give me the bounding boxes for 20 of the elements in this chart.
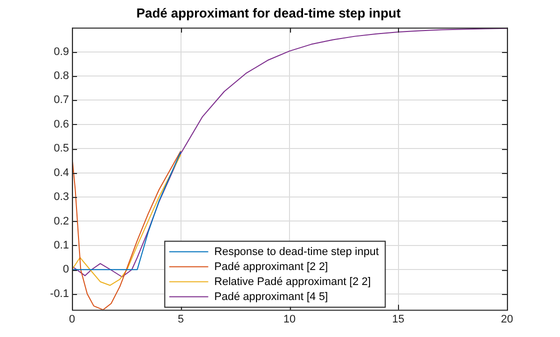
y-tick-label: 0.3 — [54, 191, 69, 204]
x-tick-label: 5 — [178, 313, 184, 326]
y-tick-label: 0.1 — [54, 239, 69, 252]
y-tick-label: 0.2 — [54, 215, 69, 228]
y-tick-label: 0.8 — [54, 70, 69, 82]
y-tick-label: -0.1 — [50, 288, 69, 300]
y-tick-label: 0.4 — [54, 166, 69, 179]
legend-label: Padé approximant [2 2] — [214, 260, 328, 273]
legend-label: Response to dead-time step input — [214, 246, 379, 258]
legend-label: Relative Padé approximant [2 2] — [214, 276, 371, 288]
y-tick-label: 0.5 — [54, 142, 69, 155]
y-tick-label: 0.9 — [54, 46, 69, 58]
y-tick-label: 0.7 — [54, 94, 69, 106]
y-tick-label: 0.6 — [54, 118, 69, 130]
x-tick-label: 20 — [500, 313, 514, 326]
chart-title: Padé approximant for dead-time step input — [136, 5, 402, 20]
x-tick-label: 10 — [283, 313, 296, 326]
legend-label: Padé approximant [4 5] — [214, 290, 328, 303]
y-tick-label: 0 — [62, 264, 69, 276]
x-tick-label: 15 — [392, 313, 404, 326]
